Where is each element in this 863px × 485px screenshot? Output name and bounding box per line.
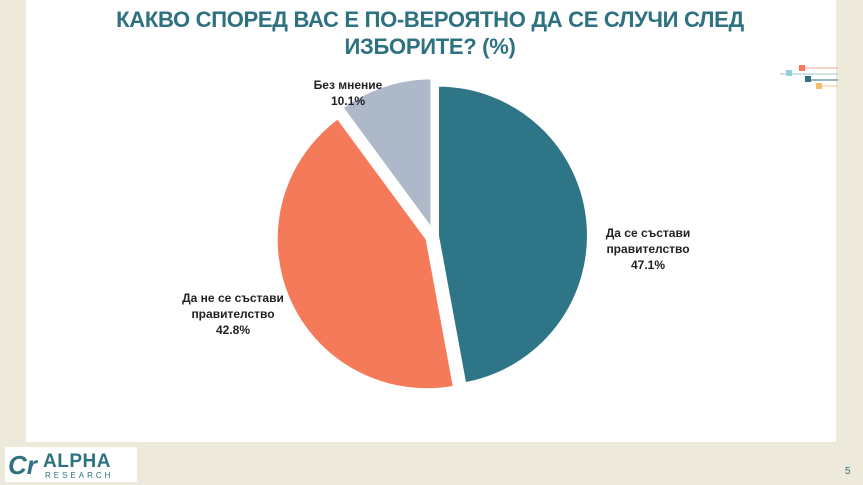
slice-label-0-line2: правителство (606, 242, 690, 256)
logo-subtext: RESEARCH (45, 471, 114, 480)
slice-label-1: Да не се състави правителство 42.8% (172, 290, 294, 338)
decorative-squares-icon (780, 65, 838, 89)
title-line-2: ИЗБОРИТЕ? (%) (344, 34, 516, 59)
slide-title: КАКВО СПОРЕД ВАС Е ПО-ВЕРОЯТНО ДА СЕ СЛУ… (60, 6, 800, 60)
slice-label-0: Да се състави правителство 47.1% (592, 225, 704, 273)
pie-slice-1 (275, 116, 456, 391)
logo-mark: Cr (8, 450, 37, 480)
left-band (0, 0, 26, 485)
slice-label-2-line1: Без мнение (313, 78, 383, 92)
page-number: 5 (845, 466, 851, 477)
slice-label-2-value: 10.1% (330, 94, 366, 108)
bottom-band (0, 442, 863, 485)
slice-label-1-line1: Да не се състави (182, 291, 284, 305)
slice-label-1-line2: правителство (191, 307, 275, 321)
slice-label-0-value: 47.1% (630, 258, 666, 272)
pie-slice-2 (341, 77, 433, 232)
slice-label-2: Без мнение 10.1% (300, 77, 396, 109)
right-band (836, 0, 863, 485)
alpha-research-logo: Cr ALPHA RESEARCH (5, 447, 137, 482)
slice-label-1-value: 42.8% (215, 323, 251, 337)
title-line-1: КАКВО СПОРЕД ВАС Е ПО-ВЕРОЯТНО ДА СЕ СЛУ… (116, 7, 744, 32)
logo-text: ALPHA (43, 451, 111, 472)
pie-slice-0 (436, 84, 589, 385)
slice-label-0-line1: Да се състави (605, 226, 691, 240)
